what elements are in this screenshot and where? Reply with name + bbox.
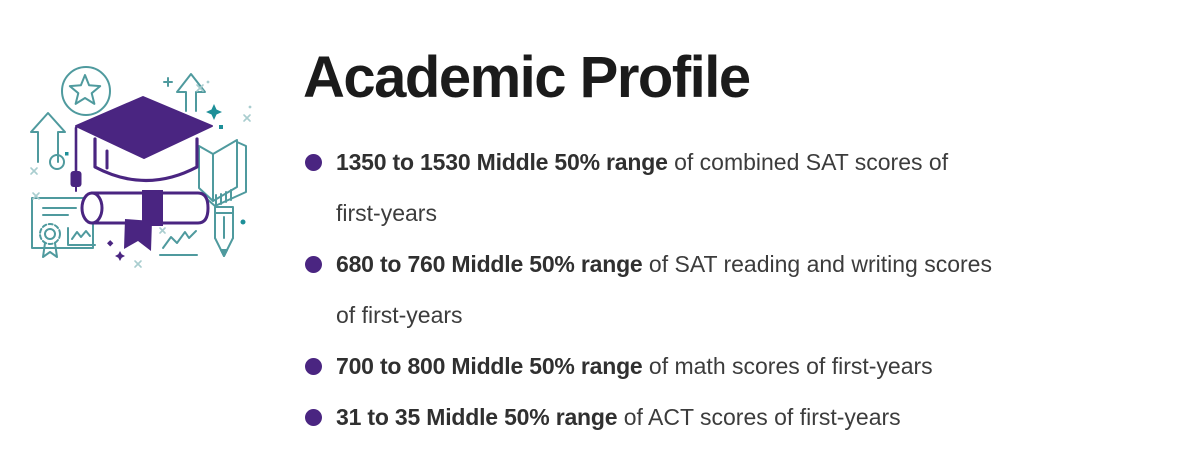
stat-text: 680 to 760 Middle 50% range of SAT readi… [336, 239, 993, 341]
academic-achievement-illustration [28, 55, 263, 293]
stat-range: 31 to 35 Middle 50% range [336, 403, 618, 430]
bullet-dot-icon [305, 255, 322, 273]
stat-text: 700 to 800 Middle 50% range of math scor… [336, 341, 933, 392]
stat-description: of ACT scores of first-years [617, 403, 901, 430]
stat-description: of math scores of first-years [642, 352, 933, 379]
pencil-icon [214, 206, 234, 257]
bullet-dot-icon [305, 357, 322, 375]
circle-accent [49, 154, 65, 170]
list-item-sat-reading-writing: 680 to 760 Middle 50% range of SAT readi… [303, 239, 993, 341]
academic-stats-list: 1350 to 1530 Middle 50% range of combine… [303, 137, 993, 443]
stat-range: 1350 to 1530 Middle 50% range [336, 148, 668, 175]
stat-description: of SAT reading and writing scores of fir… [336, 250, 992, 328]
bullet-dot-icon [305, 408, 322, 426]
purple-sparkle-icons [107, 240, 125, 261]
list-item-act: 31 to 35 Middle 50% range of ACT scores … [303, 392, 993, 443]
ribbon-tail [124, 219, 152, 251]
stat-description: of combined SAT scores of first-years [336, 148, 949, 226]
up-arrow-icon [176, 73, 206, 112]
graduation-cap-icon [70, 96, 213, 192]
stat-range: 680 to 760 Middle 50% range [336, 250, 643, 277]
sparkle-icons [30, 77, 252, 268]
star-circle-icon [61, 66, 111, 116]
up-arrow-icon [30, 112, 66, 163]
academic-profile-section: Academic Profile 1350 to 1530 Middle 50%… [303, 45, 1063, 443]
list-item-sat-combined: 1350 to 1530 Middle 50% range of combine… [303, 137, 993, 239]
trend-chart-icon [159, 230, 198, 256]
stat-range: 700 to 800 Middle 50% range [336, 352, 643, 379]
certificate-icon [31, 197, 96, 258]
stat-text: 31 to 35 Middle 50% range of ACT scores … [336, 392, 901, 443]
graduation-illustration-svg [30, 66, 252, 268]
stat-text: 1350 to 1530 Middle 50% range of combine… [336, 137, 993, 239]
open-book-icon [198, 139, 247, 207]
diploma-scroll-icon [80, 190, 210, 251]
tassel [70, 126, 82, 192]
bullet-dot-icon [305, 153, 322, 171]
ribbon-band [142, 190, 163, 226]
page-title: Academic Profile [303, 45, 751, 110]
list-item-sat-math: 700 to 800 Middle 50% range of math scor… [303, 341, 993, 392]
